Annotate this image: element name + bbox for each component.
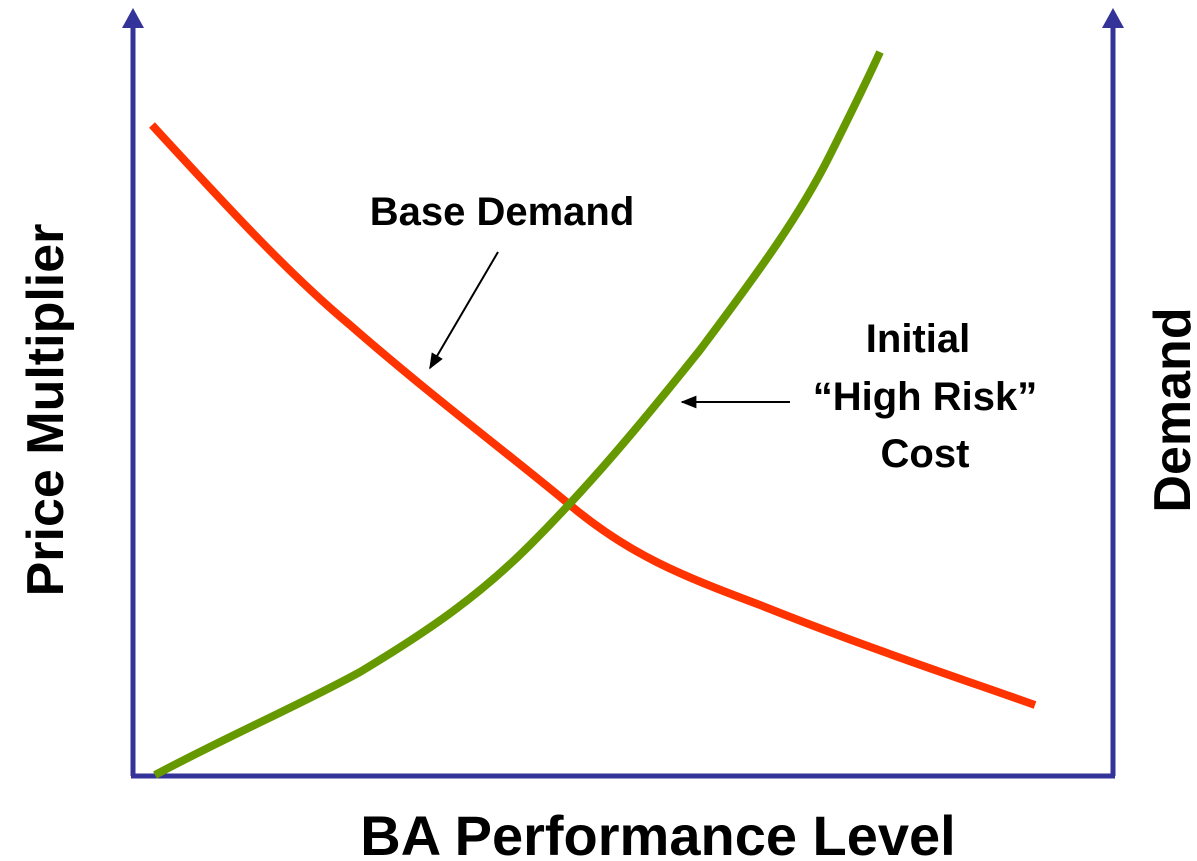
base-demand-label: Base Demand (370, 190, 635, 234)
axes (130, 22, 1116, 779)
high-risk-label-line: Cost (881, 432, 970, 476)
y2-axis-title: Demand (1144, 307, 1197, 512)
base-demand-arrow (429, 251, 499, 370)
x-axis-title: BA Performance Level (360, 804, 956, 861)
left-axis-arrow (122, 8, 144, 28)
high-risk-label-line: “High Risk” (813, 375, 1037, 419)
high-risk-cost-curve (153, 50, 884, 779)
high-risk-label-line: Initial (866, 317, 970, 361)
right-axis-arrow (1102, 8, 1124, 28)
y-axis-title: Price Multiplier (17, 224, 75, 597)
